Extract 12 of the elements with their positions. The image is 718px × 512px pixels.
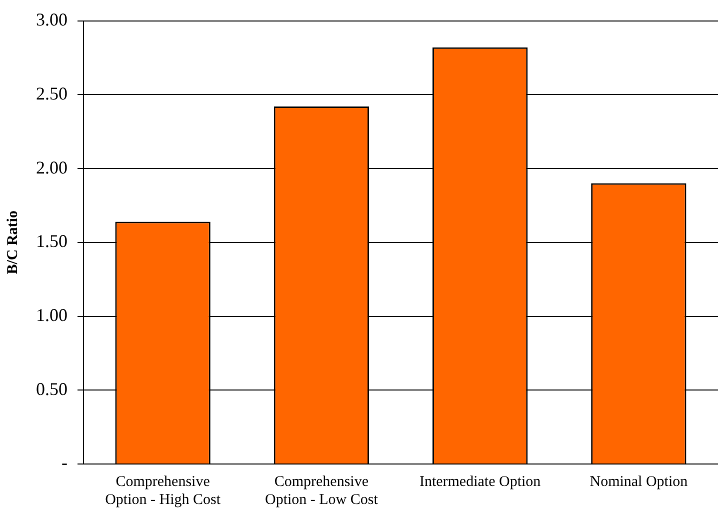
y-tick-label: 3.00 <box>36 10 68 30</box>
y-tick-label: 0.50 <box>36 378 68 399</box>
y-tick-label: - <box>62 452 68 473</box>
y-tick-label: 2.00 <box>36 157 68 178</box>
x-tick-label: Intermediate Option <box>419 474 542 490</box>
y-tick-label: 1.00 <box>36 305 68 325</box>
y-axis-title: B/C Ratio <box>4 210 21 274</box>
x-tick-label: Comprehensive Option - High Cost <box>105 474 222 508</box>
y-tick-label: 1.50 <box>36 231 68 252</box>
x-tick-label: Comprehensive Option - Low Cost <box>264 474 379 508</box>
y-tick-label: 2.50 <box>36 83 68 104</box>
x-tick-label: Nominal Option <box>590 474 688 490</box>
